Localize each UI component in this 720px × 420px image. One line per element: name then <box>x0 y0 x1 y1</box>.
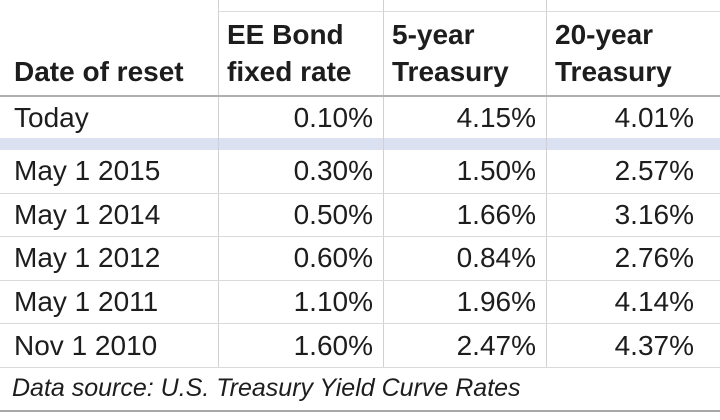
header-label-line1: 5-year <box>392 19 475 50</box>
cell-ee-bond-rate: 0.50% <box>218 193 383 237</box>
cell-5yr-treasury: 2.47% <box>383 324 546 367</box>
cell-date: Today <box>14 101 89 133</box>
table-footer: Data source: U.S. Treasury Yield Curve R… <box>0 368 720 412</box>
cell-20yr-treasury: 4.37% <box>546 324 720 367</box>
table-row-may-1-2014: May 1 2014 0.50% 1.66% 3.16% <box>0 193 720 238</box>
header-label-line2: Treasury <box>555 56 672 87</box>
cell-ee-bond-rate: 1.10% <box>218 280 383 324</box>
header-label-line1: EE Bond <box>227 19 344 50</box>
cell-20yr-treasury: 4.14% <box>546 280 720 324</box>
cell-20yr-treasury: 2.76% <box>546 237 720 280</box>
cutoff-cell <box>546 0 720 12</box>
separator-cell <box>0 138 218 150</box>
cell-5yr-treasury: 1.66% <box>383 193 546 237</box>
header-label-line2: Treasury <box>392 56 509 87</box>
cell-5yr-treasury: 0.84% <box>383 237 546 280</box>
cutoff-cell <box>218 0 383 12</box>
column-header-ee-bond-fixed-rate: EE Bond fixed rate <box>218 12 383 95</box>
cutoff-row-top <box>0 0 720 12</box>
table-row-nov-1-2010: Nov 1 2010 1.60% 2.47% 4.37% <box>0 324 720 368</box>
cell-20yr-treasury: 2.57% <box>546 150 720 193</box>
cell-5yr-treasury: 1.96% <box>383 280 546 324</box>
cell-ee-bond-rate: 0.30% <box>218 150 383 193</box>
table-header-row: Date of reset EE Bond fixed rate 5-year … <box>0 12 720 97</box>
cell-date: May 1 2015 <box>14 155 161 187</box>
cell-ee-bond-rate: 0.60% <box>218 237 383 280</box>
separator-cell <box>546 138 720 150</box>
table-row-may-1-2015: May 1 2015 0.30% 1.50% 2.57% <box>0 150 720 194</box>
cell-date: May 1 2014 <box>14 198 161 230</box>
cell-20yr-treasury: 3.16% <box>546 193 720 237</box>
column-header-date-of-reset: Date of reset <box>0 12 218 95</box>
table-row-may-1-2011: May 1 2011 1.10% 1.96% 4.14% <box>0 280 720 325</box>
data-source-note: Data source: U.S. Treasury Yield Curve R… <box>12 374 521 403</box>
cell-date: May 1 2012 <box>14 242 161 274</box>
table-row-may-1-2012: May 1 2012 0.60% 0.84% 2.76% <box>0 237 720 281</box>
cell-5yr-treasury: 1.50% <box>383 150 546 193</box>
separator-band <box>0 138 720 150</box>
cutoff-cell <box>383 0 546 12</box>
cell-5yr-treasury: 4.15% <box>383 97 546 138</box>
cell-date: Nov 1 2010 <box>14 329 158 361</box>
header-label: Date of reset <box>14 56 184 87</box>
cell-ee-bond-rate: 0.10% <box>218 97 383 138</box>
header-label-line1: 20-year <box>555 19 654 50</box>
cell-ee-bond-rate: 1.60% <box>218 324 383 367</box>
column-header-20-year-treasury: 20-year Treasury <box>546 12 720 95</box>
cutoff-cell <box>0 0 218 12</box>
cell-20yr-treasury: 4.01% <box>546 97 720 138</box>
column-header-5-year-treasury: 5-year Treasury <box>383 12 546 95</box>
header-label-line2: fixed rate <box>227 56 352 87</box>
separator-cell <box>218 138 383 150</box>
separator-cell <box>383 138 546 150</box>
cell-date: May 1 2011 <box>14 286 159 318</box>
table-row-today: Today 0.10% 4.15% 4.01% <box>0 97 720 138</box>
